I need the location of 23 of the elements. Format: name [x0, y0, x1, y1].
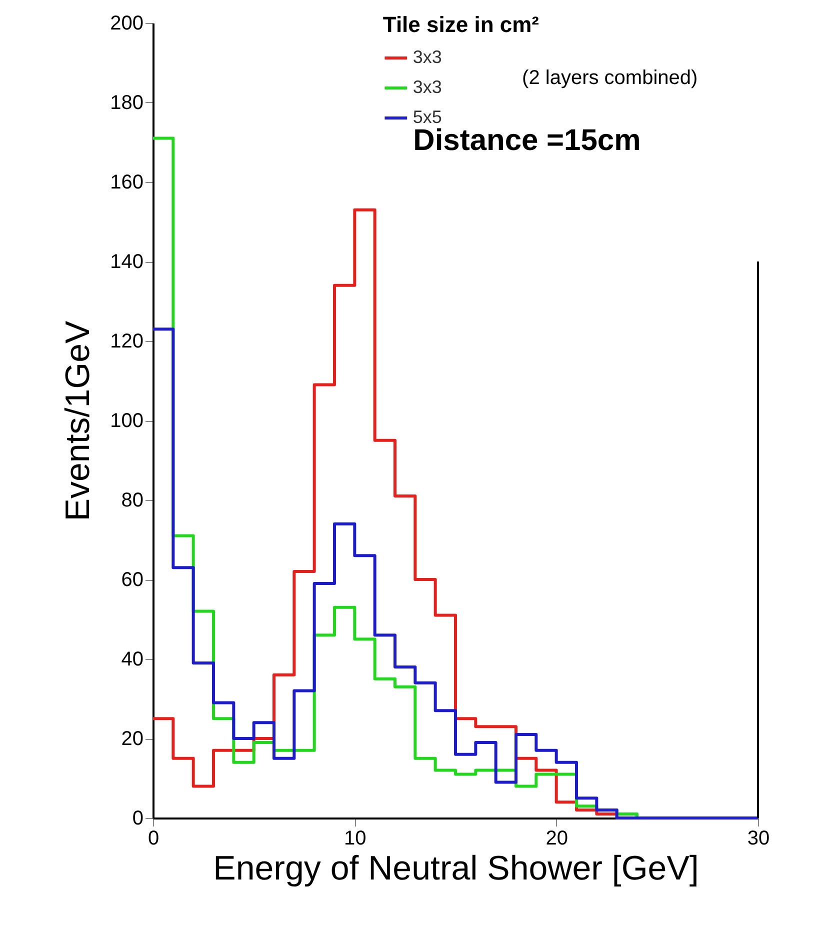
legend-title: Tile size in cm² — [382, 12, 540, 37]
x-tick-label: 0 — [148, 828, 160, 850]
x-tick-label: 30 — [747, 828, 770, 850]
legend-label: 3x3 — [412, 47, 442, 67]
y-tick-label: 40 — [121, 648, 144, 670]
y-tick-label: 160 — [110, 172, 144, 194]
y-tick-label: 180 — [110, 92, 144, 114]
y-tick-label: 200 — [110, 12, 144, 34]
annotation: (2 layers combined) — [522, 67, 698, 89]
y-tick-label: 80 — [121, 490, 144, 512]
y-axis-title: Events/1GeV — [59, 320, 98, 522]
x-axis-title: Energy of Neutral Shower [GeV] — [213, 850, 699, 888]
y-tick-label: 120 — [110, 330, 144, 352]
y-tick-label: 20 — [121, 728, 144, 750]
y-tick-label: 140 — [110, 251, 144, 273]
x-tick-label: 10 — [344, 828, 366, 850]
y-tick-label: 0 — [132, 808, 144, 830]
legend-label: 5x5 — [412, 107, 442, 127]
y-tick-label: 60 — [121, 569, 144, 591]
x-tick-label: 20 — [546, 828, 568, 850]
y-tick-label: 100 — [110, 410, 144, 432]
legend-label: 3x3 — [412, 77, 442, 97]
annotation: Distance =15cm — [413, 124, 641, 157]
